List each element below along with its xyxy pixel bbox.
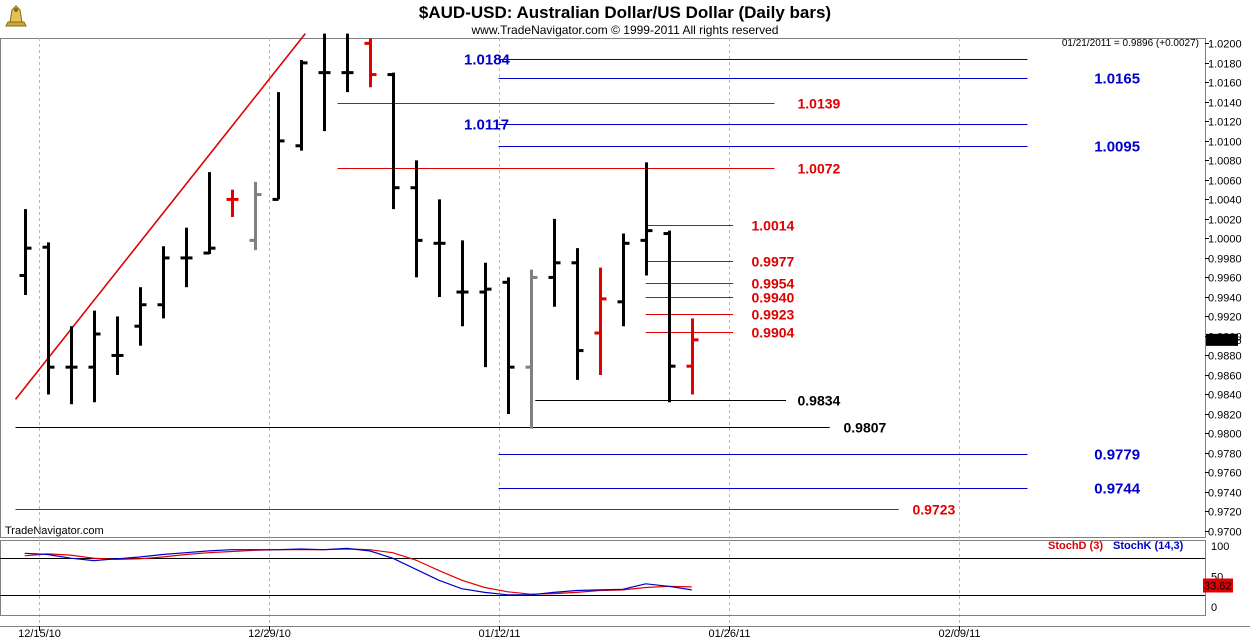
level-label: 0.9723 xyxy=(913,502,956,518)
date-tick-label: 12/15/10 xyxy=(18,628,61,640)
level-label: 0.9834 xyxy=(798,393,841,409)
level-label: 0.9977 xyxy=(752,254,795,270)
price-tick-label: 0.9840 xyxy=(1208,390,1242,402)
price-tick-label: 1.0180 xyxy=(1208,59,1242,71)
price-tick-label: 1.0140 xyxy=(1208,98,1242,110)
price-tick-label: 0.9800 xyxy=(1208,429,1242,441)
price-tick-label: 1.0100 xyxy=(1208,137,1242,149)
level-label: 1.0095 xyxy=(1094,139,1140,156)
level-label: 0.9923 xyxy=(752,307,795,323)
trade-navigator-logo-icon xyxy=(5,5,27,27)
level-label: 0.9954 xyxy=(752,276,795,292)
stoch-tick-label: 0 xyxy=(1211,602,1217,614)
price-tick-label: 0.9960 xyxy=(1208,273,1242,285)
price-tick-label: 0.9820 xyxy=(1208,410,1242,422)
level-label: 1.0165 xyxy=(1094,71,1140,88)
date-axis: 12/15/10 12/29/10 01/12/11 01/26/11 02/09/11 xyxy=(0,626,1250,640)
level-label: 0.9779 xyxy=(1094,447,1140,464)
stoch-last-label: 33.62 xyxy=(1204,580,1232,592)
price-gridlines xyxy=(0,38,1206,626)
level-label: 1.0139 xyxy=(798,96,841,112)
price-tick-label: 0.9760 xyxy=(1208,468,1242,480)
price-tick-label: 0.9700 xyxy=(1208,527,1242,539)
last-price-box xyxy=(1206,333,1238,346)
bars-group xyxy=(19,33,699,429)
chart-subtitle: www.TradeNavigator.com © 1999-2011 All r… xyxy=(471,23,779,37)
trendline xyxy=(14,33,306,400)
price-tick-label: 0.9920 xyxy=(1208,312,1242,324)
price-tick-label: 0.9880 xyxy=(1208,351,1242,363)
level-label: 0.9940 xyxy=(752,290,795,306)
price-tick-label: 1.0020 xyxy=(1208,215,1242,227)
price-tick-label: 1.0200 xyxy=(1208,39,1242,51)
level-label: 0.9904 xyxy=(752,325,795,341)
price-axis: 0.9700 0.9720 0.9740 0.9760 0.9780 0.9800 0.98… xyxy=(1205,39,1242,539)
price-tick-label: 1.0060 xyxy=(1208,176,1242,188)
level-label: 0.9744 xyxy=(1094,481,1141,498)
chart-title: $AUD-USD: Australian Dollar/US Dollar (D… xyxy=(419,3,831,22)
price-tick-label: 0.9860 xyxy=(1208,371,1242,383)
date-tick-label: 12/29/10 xyxy=(248,628,291,640)
price-tick-label: 1.0040 xyxy=(1208,195,1242,207)
price-panel-frame xyxy=(0,38,1206,538)
price-tick-label: 0.9780 xyxy=(1208,449,1242,461)
date-tick-label: 01/12/11 xyxy=(478,628,520,640)
level-label: 1.0072 xyxy=(798,161,841,177)
price-tick-label: 1.0160 xyxy=(1208,78,1242,90)
stochd-line xyxy=(24,548,692,595)
price-tick-label: 0.9940 xyxy=(1208,293,1242,305)
stoch-last-box xyxy=(1203,578,1233,593)
price-tick-label: 0.9980 xyxy=(1208,254,1242,266)
date-tick-label: 01/26/11 xyxy=(708,628,750,640)
level-label: 1.0014 xyxy=(752,218,795,234)
level-label: 0.9807 xyxy=(844,420,887,436)
stochk-line xyxy=(24,547,692,596)
price-tick-label: 1.0080 xyxy=(1208,156,1242,168)
stochd-legend: StochD (3) xyxy=(1048,540,1103,552)
indicator-panel-frame xyxy=(0,540,1206,616)
last-price-label: 0.9896 xyxy=(1208,335,1242,347)
price-tick-label: 0.9740 xyxy=(1208,488,1242,500)
price-tick-label: 1.0120 xyxy=(1208,117,1242,129)
price-tick-label: 1.0000 xyxy=(1208,234,1242,246)
stochk-legend: StochK (14,3) xyxy=(1113,540,1184,552)
trendline-group xyxy=(14,33,306,400)
levels-group: 1.0184 1.0165 1.0139 1.0117 1.0095 1.0072 1.00… xyxy=(15,52,1141,518)
date-tick-label: 02/09/11 xyxy=(938,628,980,640)
price-readout: 01/21/2011 = 0.9896 (+0.0027) xyxy=(1062,38,1199,49)
price-tick-label: 0.9720 xyxy=(1208,507,1242,519)
watermark-label: TradeNavigator.com xyxy=(5,525,104,537)
stoch-tick-label: 100 xyxy=(1211,541,1229,553)
level-label: 1.0184 xyxy=(464,52,511,69)
level-label: 1.0117 xyxy=(464,117,509,134)
